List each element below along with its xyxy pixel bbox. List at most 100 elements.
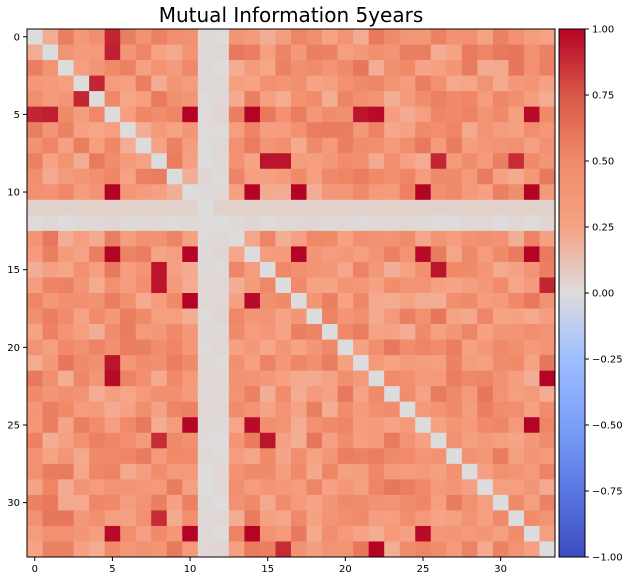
heatmap-cell bbox=[120, 137, 137, 154]
heatmap-cell bbox=[27, 75, 43, 92]
heatmap-cell bbox=[166, 432, 183, 449]
heatmap-cell bbox=[415, 29, 432, 45]
heatmap-cell bbox=[104, 401, 121, 418]
heatmap-cell bbox=[477, 494, 494, 511]
heatmap-cell bbox=[461, 29, 478, 45]
heatmap-cell bbox=[477, 122, 494, 139]
heatmap-cell bbox=[275, 370, 292, 387]
heatmap-cell bbox=[322, 91, 338, 108]
heatmap-cell bbox=[446, 137, 463, 154]
heatmap-cell bbox=[523, 91, 540, 108]
heatmap-cell bbox=[120, 277, 137, 294]
heatmap-cell bbox=[446, 293, 463, 309]
heatmap-cell bbox=[197, 308, 214, 325]
heatmap-cell bbox=[27, 494, 43, 511]
heatmap-cell bbox=[291, 324, 307, 340]
heatmap-cell bbox=[42, 370, 59, 387]
heatmap-cells bbox=[27, 29, 556, 558]
heatmap-cell bbox=[166, 525, 183, 542]
heatmap-cell bbox=[135, 75, 152, 92]
heatmap-cell bbox=[306, 525, 323, 542]
heatmap-cell bbox=[104, 60, 121, 76]
heatmap-cell bbox=[523, 44, 540, 61]
heatmap-cell bbox=[27, 246, 43, 263]
heatmap-cell bbox=[89, 184, 106, 201]
heatmap-cell bbox=[166, 122, 183, 139]
heatmap-cell bbox=[415, 106, 432, 123]
heatmap-cell bbox=[275, 106, 292, 123]
heatmap-cell bbox=[259, 246, 276, 263]
heatmap-cell bbox=[523, 324, 540, 340]
heatmap-cell bbox=[135, 417, 152, 434]
heatmap-cell bbox=[306, 168, 323, 185]
heatmap-cell bbox=[353, 386, 370, 403]
heatmap-cell bbox=[244, 91, 261, 108]
heatmap-cell bbox=[244, 324, 261, 340]
heatmap-cell bbox=[73, 184, 90, 201]
heatmap-cell bbox=[430, 246, 447, 263]
colorbar bbox=[558, 28, 586, 558]
heatmap-cell bbox=[166, 324, 183, 340]
heatmap-cell bbox=[58, 60, 74, 76]
heatmap-cell bbox=[322, 137, 338, 154]
heatmap-cell bbox=[477, 293, 494, 309]
heatmap-cell bbox=[399, 29, 416, 45]
heatmap-cell bbox=[384, 199, 401, 216]
heatmap-cell bbox=[89, 525, 106, 542]
heatmap-cell bbox=[539, 246, 556, 263]
heatmap-cell bbox=[291, 370, 307, 387]
heatmap-cell bbox=[151, 277, 168, 294]
heatmap-cell bbox=[27, 386, 43, 403]
heatmap-cell bbox=[368, 75, 385, 92]
heatmap-cell bbox=[244, 370, 261, 387]
heatmap-cell bbox=[213, 339, 230, 356]
heatmap-cell bbox=[89, 463, 106, 480]
heatmap-cell bbox=[151, 494, 168, 511]
heatmap-cell bbox=[430, 355, 447, 372]
heatmap-cell bbox=[135, 106, 152, 123]
heatmap-cell bbox=[492, 215, 509, 232]
heatmap-cell bbox=[306, 44, 323, 61]
heatmap-cell bbox=[306, 494, 323, 511]
heatmap-cell bbox=[306, 293, 323, 309]
heatmap-cell bbox=[228, 417, 245, 434]
heatmap-cell bbox=[461, 463, 478, 480]
heatmap-cell bbox=[166, 386, 183, 403]
heatmap-cell bbox=[322, 29, 338, 45]
heatmap-cell bbox=[151, 463, 168, 480]
heatmap-cell bbox=[461, 417, 478, 434]
heatmap-cell bbox=[291, 215, 307, 232]
heatmap-cell bbox=[259, 230, 276, 247]
heatmap-cell bbox=[89, 60, 106, 76]
heatmap-cell bbox=[306, 261, 323, 278]
heatmap-cell bbox=[399, 261, 416, 278]
heatmap-cell bbox=[523, 246, 540, 263]
heatmap-cell bbox=[306, 153, 323, 170]
heatmap-cell bbox=[275, 525, 292, 542]
heatmap-cell bbox=[430, 370, 447, 387]
heatmap-cell bbox=[461, 293, 478, 309]
heatmap-cell bbox=[446, 355, 463, 372]
heatmap-cell bbox=[523, 355, 540, 372]
heatmap-cell bbox=[135, 293, 152, 309]
heatmap-cell bbox=[73, 448, 90, 465]
heatmap-cell bbox=[182, 199, 199, 216]
heatmap-cell bbox=[337, 60, 354, 76]
heatmap-cell bbox=[213, 75, 230, 92]
heatmap-cell bbox=[27, 324, 43, 340]
heatmap-cell bbox=[182, 494, 199, 511]
heatmap-cell bbox=[446, 75, 463, 92]
heatmap-cell bbox=[213, 215, 230, 232]
heatmap-cell bbox=[353, 432, 370, 449]
heatmap-cell bbox=[322, 370, 338, 387]
heatmap-cell bbox=[73, 510, 90, 527]
heatmap-cell bbox=[182, 401, 199, 418]
heatmap-cell bbox=[42, 324, 59, 340]
heatmap-cell bbox=[306, 355, 323, 372]
heatmap-cell bbox=[27, 370, 43, 387]
y-tick-label: 15 bbox=[7, 265, 20, 276]
heatmap-cell bbox=[228, 29, 245, 45]
heatmap-cell bbox=[461, 230, 478, 247]
heatmap-cell bbox=[228, 122, 245, 139]
heatmap-cell bbox=[446, 168, 463, 185]
